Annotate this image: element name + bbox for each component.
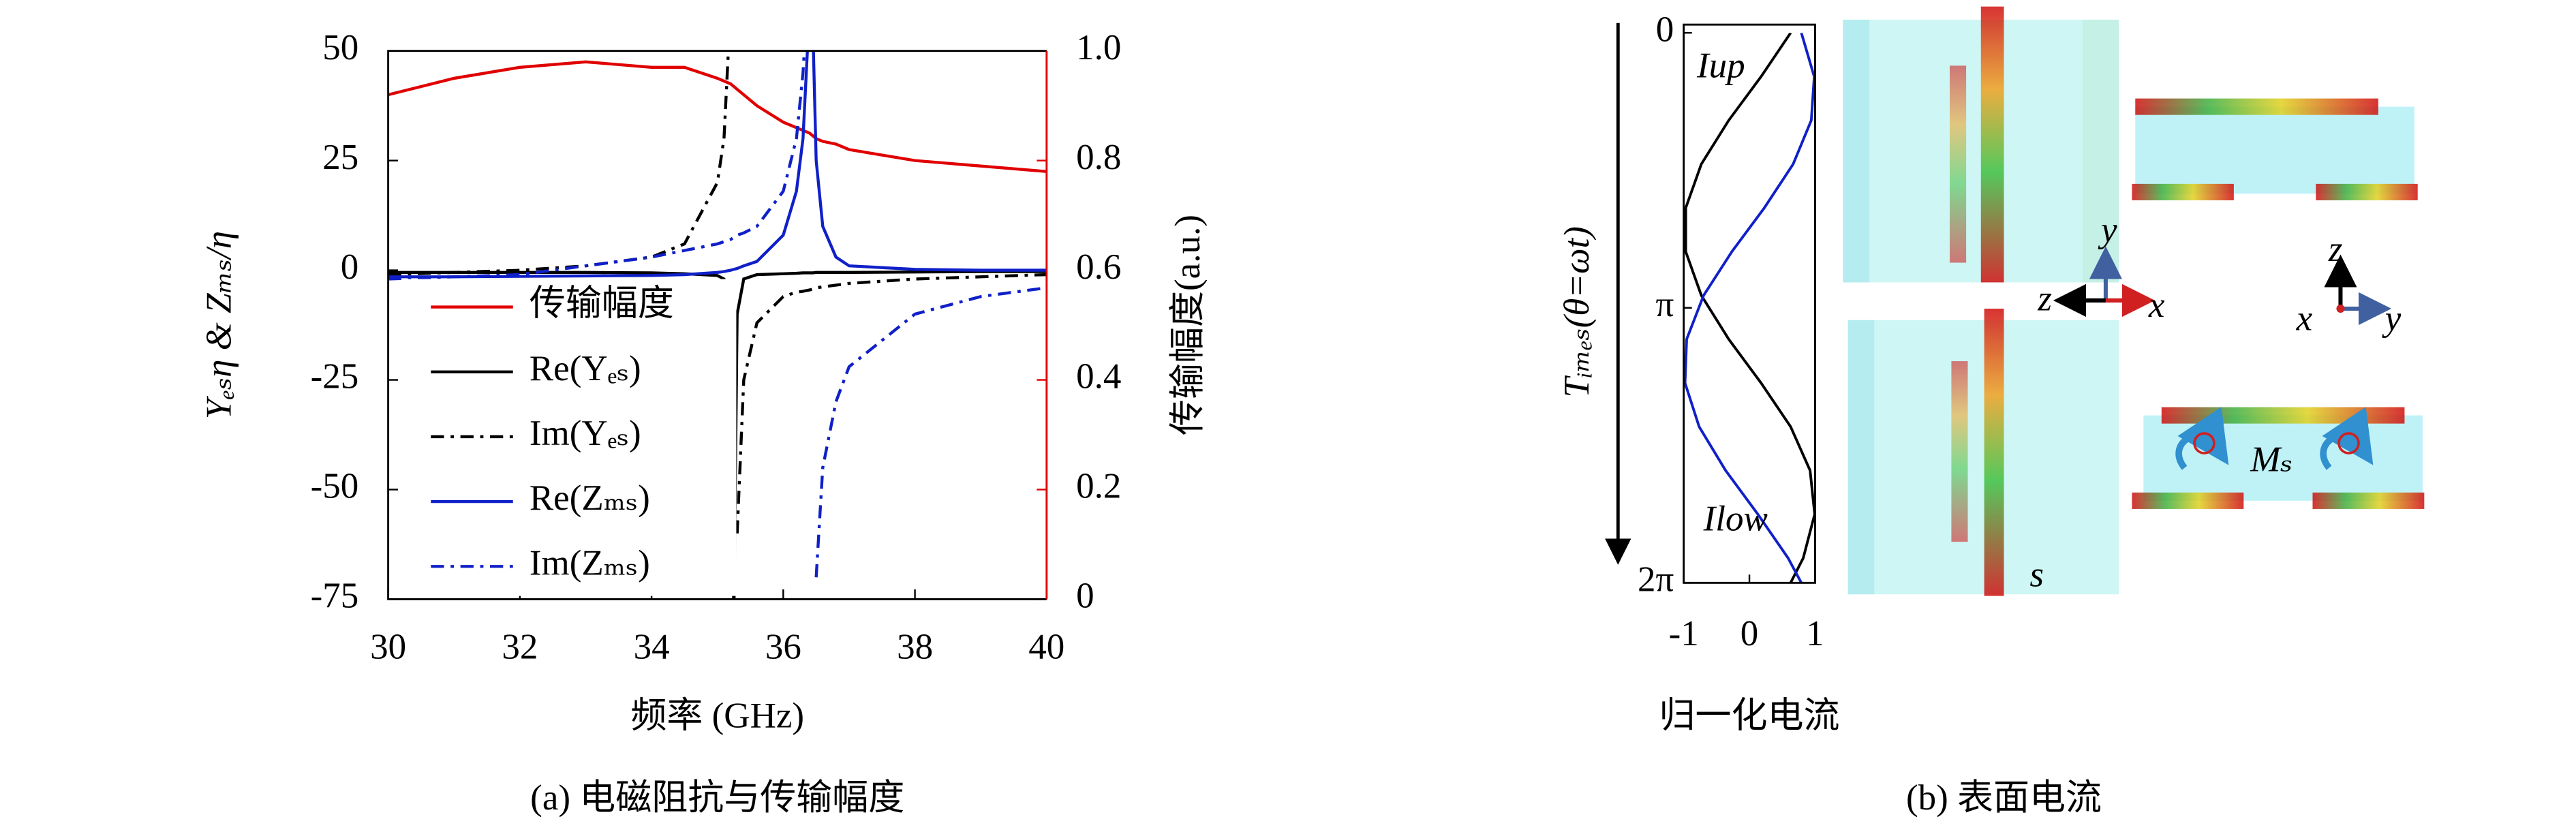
- annotation: z: [2037, 279, 2052, 318]
- series-line: [388, 50, 1047, 534]
- x-tick-label: 34: [634, 627, 670, 666]
- y-tick-label: -75: [311, 576, 359, 616]
- legend-label: Re(Yₑₛ): [530, 349, 641, 388]
- legend-label: Im(Yₑₛ): [530, 414, 641, 453]
- x-axis-label: 频率 (GHz): [630, 696, 804, 735]
- axis-origin: [2336, 304, 2345, 313]
- y2-tick-label: 1.0: [1076, 28, 1121, 67]
- annotation: x: [2296, 298, 2313, 338]
- series-line: [1683, 33, 1815, 583]
- axes-frame: [387, 50, 1047, 600]
- slab: [1847, 320, 2119, 595]
- y2-tick-label: 0.4: [1076, 357, 1121, 397]
- current-arrows: [2316, 183, 2418, 200]
- y-tick-label: 50: [322, 28, 358, 67]
- x-tick-label: 32: [502, 627, 538, 666]
- y-tick-label: 0: [341, 247, 359, 287]
- current-arrows: [2132, 183, 2234, 200]
- x-tick-label: 40: [1028, 627, 1064, 666]
- series-label: Iup: [1696, 46, 1745, 85]
- x-tick-label: 36: [765, 627, 801, 666]
- x-axis-label: 归一化电流: [1659, 696, 1840, 735]
- axes-frame: [1683, 23, 1816, 584]
- illustration: [1605, 6, 2425, 596]
- y2-tick-label: 0.6: [1076, 247, 1121, 287]
- legend-label: Re(Zₘₛ): [530, 478, 650, 518]
- y2-axis-label: 传输幅度(a.u.): [1168, 215, 1208, 435]
- y2-tick-label: 0.2: [1076, 467, 1121, 506]
- slab-edge: [1847, 320, 1875, 595]
- y-tick-label: 25: [322, 138, 358, 177]
- y2-tick-label: 0.8: [1076, 138, 1121, 177]
- into-page-mark: [2337, 432, 2360, 454]
- current-arrows: [2135, 98, 2378, 115]
- slab-edge: [1843, 19, 1869, 283]
- y-axis-label: Yₑₛη & Zₘₛ/η: [199, 231, 239, 419]
- caption: (a) 电磁阻抗与传输幅度: [530, 778, 904, 818]
- annotation: Mₛ: [2250, 440, 2293, 480]
- series-line: [388, 60, 1047, 173]
- y-tick-label: -25: [311, 357, 359, 397]
- y-axis-label: Tᵢₘₑₛ(θ=ωt): [1557, 226, 1597, 397]
- y-tick-label: π: [1655, 285, 1674, 324]
- y-tick-label: -50: [311, 467, 359, 506]
- x-tick-label: 30: [370, 627, 406, 666]
- legend-label: 传输幅度: [530, 284, 674, 324]
- y2-tick-label: 0: [1076, 576, 1094, 616]
- annotation: y: [2098, 210, 2117, 249]
- x-tick-label: 38: [897, 627, 933, 666]
- slab-edge: [2083, 19, 2119, 283]
- caption: (b) 表面电流: [1906, 778, 2102, 818]
- slab: [2135, 106, 2414, 194]
- into-page-mark: [2193, 432, 2215, 454]
- series-line: [388, 50, 1047, 279]
- current-arrows: [2312, 492, 2425, 509]
- x-tick-label: -1: [1669, 614, 1699, 653]
- x-tick-label: 0: [1741, 614, 1759, 653]
- y-tick-label: 0: [1656, 10, 1674, 49]
- annotation: z: [2328, 230, 2343, 269]
- series-line: [388, 50, 1047, 578]
- annotation: y: [2382, 298, 2402, 338]
- y-tick-label: 2π: [1638, 560, 1674, 600]
- rotation-arrow: [2175, 407, 2229, 470]
- annotation: s: [2029, 555, 2044, 594]
- current-arrows: [1951, 361, 1968, 542]
- current-arrows: [1980, 6, 2004, 283]
- current-arrows: [1950, 65, 1967, 263]
- legend-label: Im(Zₘₛ): [530, 543, 650, 583]
- rotation-arrow: [2320, 407, 2374, 470]
- x-tick-label: 1: [1806, 614, 1824, 653]
- series-label: Ilow: [1703, 499, 1768, 538]
- current-arrows: [1984, 308, 2004, 596]
- series-line: [388, 270, 1047, 600]
- current-arrows: [2161, 407, 2405, 424]
- current-arrows: [2132, 492, 2244, 509]
- series-line: [1684, 33, 1815, 583]
- annotation: x: [2148, 285, 2165, 325]
